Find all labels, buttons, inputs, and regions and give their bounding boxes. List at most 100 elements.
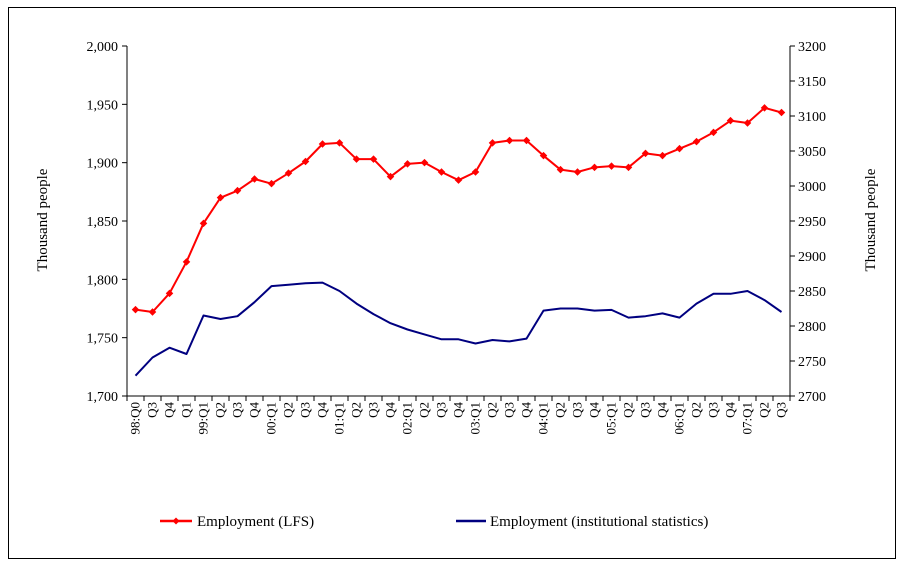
x-tick-label: 05:Q1 [604, 402, 619, 435]
data-point-lfs [437, 168, 446, 176]
chart-frame [8, 7, 896, 559]
left-tick-label: 1,850 [87, 215, 119, 230]
right-tick-label: 3050 [798, 145, 826, 160]
x-tick-label: Q3 [230, 402, 245, 418]
right-tick-label: 3150 [798, 75, 826, 90]
right-tick-label: 2750 [798, 355, 826, 370]
legend-item-lfs: Employment (LFS) [160, 514, 314, 530]
x-tick-label: Q3 [570, 402, 585, 418]
x-tick-label: Q3 [774, 402, 789, 418]
x-axis-ticks: 98:Q0 Q3 Q4 Q1 99:Q1 Q2 Q3 Q4 00:Q1 Q2 Q3 Q4 01:Q1 Q2… [126, 396, 791, 435]
data-point-lfs [335, 139, 344, 147]
left-tick-label: 1,700 [87, 390, 119, 405]
data-point-lfs [318, 140, 327, 148]
x-tick-label: Q4 [383, 402, 398, 418]
x-tick-label: Q2 [757, 402, 772, 418]
x-tick-label: Q2 [281, 402, 296, 418]
left-tick-label: 1,900 [87, 157, 119, 172]
data-point-lfs [505, 136, 514, 145]
data-point-lfs [556, 165, 565, 174]
data-point-lfs [692, 137, 701, 146]
x-tick-label: 99:Q1 [196, 402, 211, 435]
data-point-lfs [743, 119, 752, 127]
data-point-lfs [760, 104, 769, 112]
data-point-lfs [250, 175, 259, 183]
right-tick-label: 3200 [798, 40, 826, 55]
right-tick-label: 2900 [798, 250, 826, 265]
legend-label-institutional: Employment (institutional statistics) [490, 514, 708, 530]
x-tick-label: Q4 [587, 402, 602, 418]
data-point-lfs [233, 186, 242, 195]
data-point-lfs [216, 193, 225, 202]
x-tick-label: 00:Q1 [264, 402, 279, 435]
x-tick-label: Q4 [247, 402, 262, 418]
x-tick-label: Q4 [451, 402, 466, 418]
right-axis-title: Thousand people [863, 168, 879, 271]
x-tick-label: Q2 [485, 402, 500, 418]
data-point-lfs [352, 155, 361, 163]
left-axis-title: Thousand people [35, 168, 51, 271]
x-tick-label: 02:Q1 [400, 402, 415, 435]
x-tick-label: Q3 [638, 402, 653, 418]
legend-item-institutional: Employment (institutional statistics) [456, 514, 708, 530]
data-point-lfs [267, 179, 276, 188]
data-point-lfs [369, 155, 378, 163]
right-tick-label: 2850 [798, 285, 826, 300]
x-tick-label: Q3 [145, 402, 160, 418]
x-tick-label: Q2 [553, 402, 568, 418]
right-axis-ticks: 2700 2750 2800 2850 2900 2950 3000 3050 3100 3150… [790, 40, 826, 405]
x-tick-label: Q2 [621, 402, 636, 418]
axes [126, 46, 791, 397]
data-point-lfs [539, 151, 548, 160]
data-point-lfs [131, 305, 140, 314]
data-point-lfs [182, 258, 191, 266]
x-tick-label: Q2 [213, 402, 228, 418]
x-tick-label: Q3 [366, 402, 381, 418]
x-tick-label: Q4 [723, 402, 738, 418]
legend: Employment (LFS) Employment (institution… [160, 514, 708, 530]
x-tick-label: 04:Q1 [536, 402, 551, 435]
x-tick-label: Q4 [519, 402, 534, 418]
x-tick-label: 98:Q0 [128, 402, 143, 435]
data-point-lfs [420, 158, 429, 167]
left-axis-ticks: 1,700 1,750 1,800 1,850 1,900 1,950 2,000 [87, 40, 127, 405]
data-point-lfs [726, 116, 735, 125]
x-tick-label: 07:Q1 [740, 402, 755, 435]
x-tick-label: Q3 [434, 402, 449, 418]
legend-label-lfs: Employment (LFS) [197, 514, 314, 530]
x-tick-label: Q4 [162, 402, 177, 418]
data-point-lfs [590, 163, 599, 172]
x-tick-label: Q2 [349, 402, 364, 418]
data-point-lfs [386, 172, 395, 181]
right-tick-label: 2950 [798, 215, 826, 230]
series-line-lfs [135, 106, 782, 313]
x-tick-label: Q1 [179, 402, 194, 418]
data-point-lfs [709, 128, 718, 137]
x-tick-label: 03:Q1 [468, 402, 483, 435]
series-line-institutional [134, 281, 783, 377]
data-point-lfs [488, 139, 497, 147]
left-tick-label: 1,800 [87, 273, 119, 288]
x-tick-label: Q3 [298, 402, 313, 418]
data-point-lfs [403, 160, 412, 168]
data-point-lfs [301, 157, 310, 166]
data-point-lfs [607, 162, 616, 170]
x-tick-label: 01:Q1 [332, 402, 347, 435]
left-tick-label: 2,000 [87, 40, 119, 55]
data-point-lfs [573, 168, 582, 176]
data-point-lfs [199, 219, 208, 228]
series-layer [131, 104, 786, 377]
legend-marker-lfs [172, 517, 180, 525]
x-tick-label: Q4 [655, 402, 670, 418]
right-tick-label: 2800 [798, 320, 826, 335]
x-tick-label: Q3 [706, 402, 721, 418]
data-point-lfs [284, 169, 293, 177]
data-point-lfs [777, 108, 786, 117]
right-tick-label: 2700 [798, 390, 826, 405]
x-tick-label: 06:Q1 [672, 402, 687, 435]
data-point-lfs [658, 151, 667, 160]
data-point-lfs [471, 168, 480, 176]
right-tick-label: 3100 [798, 110, 826, 125]
data-point-lfs [165, 289, 174, 298]
x-tick-label: Q2 [417, 402, 432, 418]
